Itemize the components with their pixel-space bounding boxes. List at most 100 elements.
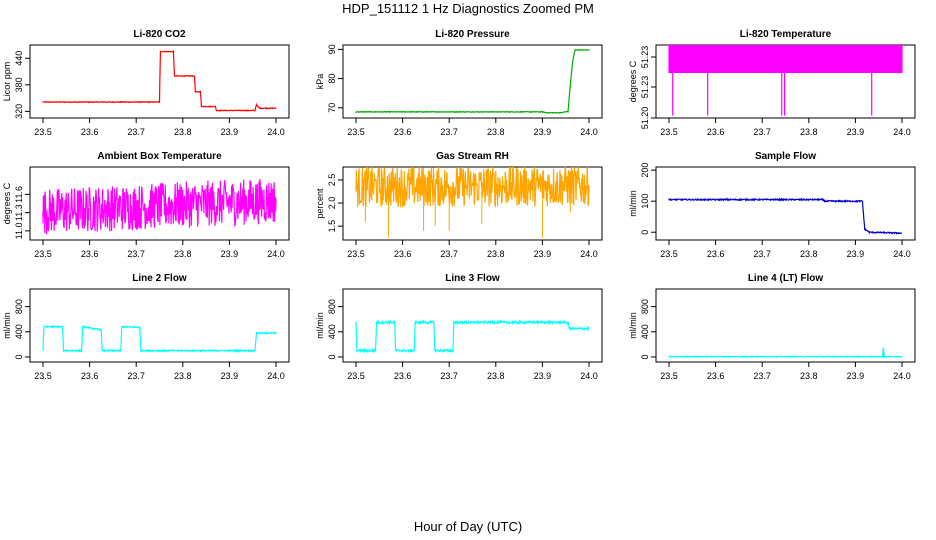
x-tick-label: 23.8 [800,371,818,381]
series-line [668,45,903,73]
x-tick-label: 23.9 [847,371,865,381]
panel-title: Li-820 CO2 [133,29,186,40]
x-tick-label: 23.5 [660,371,678,381]
x-tick-label: 23.6 [81,127,99,137]
y-axis-label: degrees C [628,60,638,102]
series [42,178,277,235]
series [42,49,277,113]
y-tick-label: 2.0 [327,197,337,210]
y-tick-label: 800 [640,299,650,314]
panel-title: Li-820 Temperature [740,29,832,40]
x-tick-label: 23.6 [707,249,725,259]
x-tick-label: 23.8 [174,127,192,137]
y-tick-label: 80 [327,74,337,84]
y-axis-label: degrees C [2,182,12,224]
x-tick-label: 23.7 [440,249,458,259]
panel-title: Gas Stream RH [436,151,509,162]
series-line [355,48,590,114]
x-tick-label: 24.0 [893,249,911,259]
panel-title: Ambient Box Temperature [97,151,222,162]
x-tick-label: 23.5 [347,249,365,259]
y-tick-label: 320 [14,104,24,119]
series-line [42,324,277,353]
series [668,45,903,116]
y-tick-label: 200 [640,163,650,178]
x-tick-label: 24.0 [893,371,911,381]
series [355,318,590,354]
series-line [355,318,590,354]
x-tick-label: 23.6 [394,249,412,259]
panel-5: Gas Stream RH 23.5 23.6 23.7 23.8 23.9 24.0 1.5… [315,151,603,259]
plot-box [29,44,290,119]
panel-6: Sample Flow 23.5 23.6 23.7 23.8 23.9 24.0 0 100 2… [628,151,916,259]
x-tick-label: 23.5 [34,127,52,137]
x-tick-label: 23.7 [440,127,458,137]
x-tick-label: 23.9 [534,371,552,381]
y-tick-label: 51.20 [640,107,650,130]
x-tick-label: 23.7 [753,127,771,137]
x-tick-label: 24.0 [580,249,598,259]
x-tick-label: 23.5 [34,249,52,259]
x-tick-label: 23.9 [221,249,239,259]
x-tick-label: 23.7 [753,371,771,381]
plot-box [29,166,290,241]
y-tick-label: 1.5 [327,220,337,233]
x-tick-label: 23.5 [347,127,365,137]
x-tick-label: 23.8 [174,249,192,259]
x-tick-label: 23.6 [81,249,99,259]
y-tick-label: 70 [327,103,337,113]
x-tick-label: 23.9 [847,127,865,137]
series-line [42,178,277,235]
y-axis-label: ml/min [628,312,638,339]
y-tick-label: 400 [640,324,650,339]
x-tick-label: 23.9 [534,127,552,137]
y-axis-label: ml/min [315,312,325,339]
series-line [42,49,277,113]
panel-1: Li-820 CO2 23.5 23.6 23.7 23.8 23.9 24.0 320 380… [2,29,290,137]
panel-title: Sample Flow [755,151,816,162]
x-tick-label: 23.7 [753,249,771,259]
x-tick-label: 24.0 [580,127,598,137]
x-tick-label: 23.8 [800,127,818,137]
y-axis-label: ml/min [628,190,638,217]
y-tick-label: 11.6 [14,186,24,203]
series [355,167,590,238]
x-tick-label: 23.5 [34,371,52,381]
plot-box [29,288,290,363]
panel-grid: Li-820 CO2 23.5 23.6 23.7 23.8 23.9 24.0 320 380… [2,29,916,381]
y-tick-label: 0 [640,354,650,359]
x-tick-label: 23.7 [127,127,145,137]
x-tick-label: 23.9 [221,127,239,137]
y-axis-label: ml/min [2,312,12,339]
series-line [668,197,903,235]
y-axis-label: kPa [315,74,325,90]
figure-title: HDP_151112 1 Hz Diagnostics Zoomed PM [342,1,594,16]
x-tick-label: 23.9 [534,249,552,259]
x-tick-label: 23.7 [127,371,145,381]
x-tick-label: 23.7 [440,371,458,381]
y-tick-label: 51.23 [640,76,650,99]
x-tick-label: 23.9 [847,249,865,259]
panel-title: Line 2 Flow [132,273,187,284]
x-tick-label: 23.9 [221,371,239,381]
x-tick-label: 23.6 [81,371,99,381]
y-tick-label: 90 [327,44,337,54]
y-tick-label: 400 [14,324,24,339]
series [42,324,277,353]
panel-title: Line 4 (LT) Flow [748,273,824,284]
panel-4: Ambient Box Temperature 23.5 23.6 23.7 23.8 2… [2,151,290,259]
x-tick-label: 23.8 [487,371,505,381]
plot-box [342,44,603,119]
x-tick-label: 24.0 [580,371,598,381]
series-line [355,167,590,208]
y-tick-label: 400 [327,324,337,339]
y-tick-label: 11.3 [14,204,24,221]
series [355,48,590,114]
x-tick-label: 23.5 [660,249,678,259]
y-tick-label: 800 [14,299,24,314]
panel-9: Line 4 (LT) Flow 23.5 23.6 23.7 23.8 23.9 24.0… [628,273,916,381]
x-tick-label: 23.5 [347,371,365,381]
x-tick-label: 23.5 [660,127,678,137]
series-line [668,348,903,359]
